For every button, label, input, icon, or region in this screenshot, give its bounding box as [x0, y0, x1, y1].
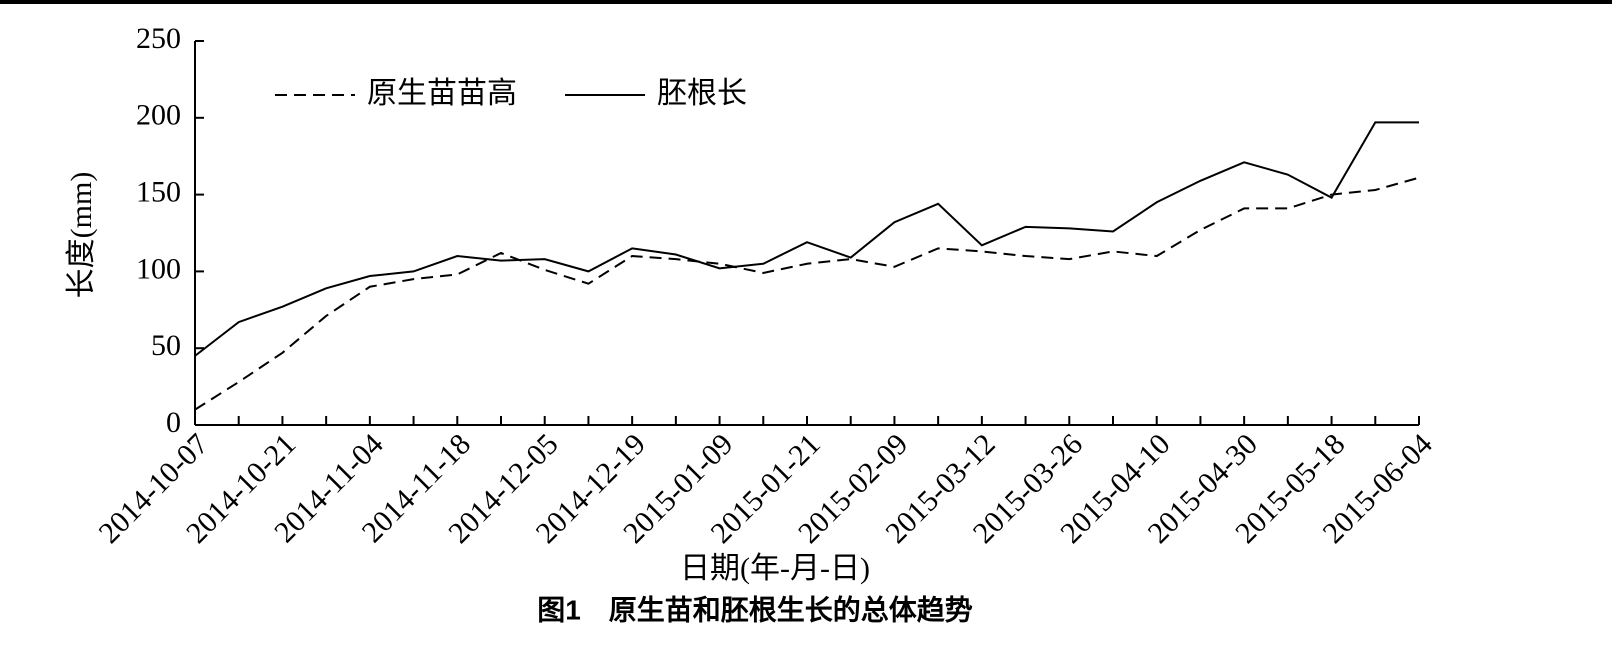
x-axis-label: 日期(年-月-日) — [680, 552, 870, 585]
series-line — [194, 176, 1420, 411]
y-tick-label: 0 — [166, 406, 181, 439]
y-tick-label: 150 — [136, 175, 181, 208]
y-tick-label: 200 — [136, 99, 181, 132]
y-axis-label: 长度(mm) — [65, 172, 98, 299]
y-tick-label: 100 — [136, 252, 181, 285]
y-tick-label: 50 — [151, 329, 181, 362]
y-tick-label: 250 — [136, 22, 181, 55]
top-border — [0, 0, 1612, 4]
chart-title: 图1 原生苗和胚根生长的总体趋势 — [537, 593, 973, 625]
series-line — [194, 121, 1419, 357]
legend-label: 原生苗苗高 — [367, 77, 517, 110]
legend-label: 胚根长 — [657, 77, 747, 110]
